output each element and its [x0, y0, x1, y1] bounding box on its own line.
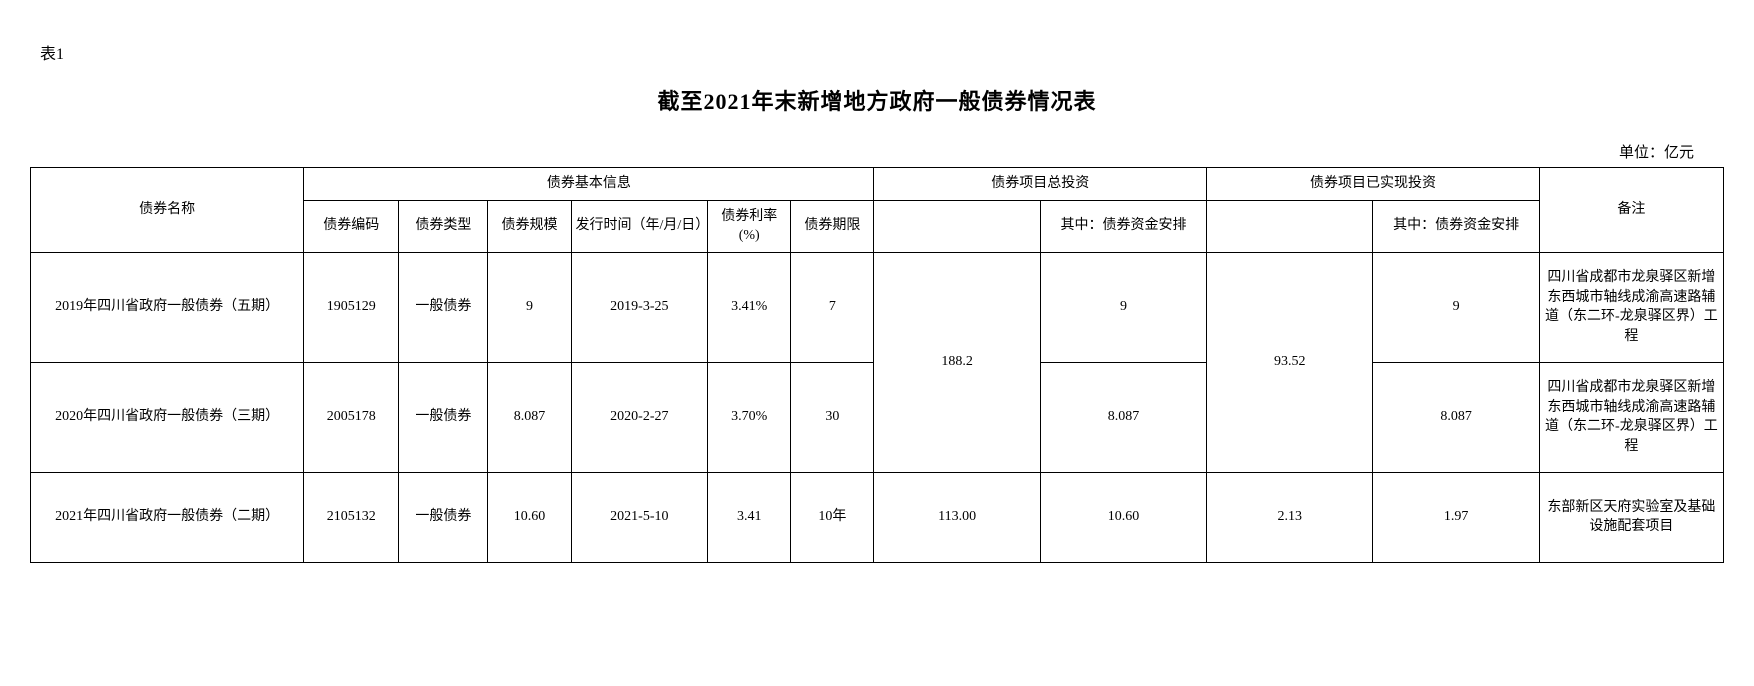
header-realized-sub: 其中：债券资金安排	[1373, 200, 1539, 252]
header-realized-invest: 债券项目已实现投资	[1207, 168, 1540, 201]
bond-table: 债券名称 债券基本信息 债券项目总投资 债券项目已实现投资 备注 债券编码 债券…	[30, 167, 1724, 563]
cell-fund-arrange: 8.087	[1040, 362, 1206, 472]
cell-name: 2020年四川省政府一般债券（三期）	[31, 362, 304, 472]
header-realized-empty	[1207, 200, 1373, 252]
header-bond-code: 债券编码	[304, 200, 399, 252]
cell-remark: 东部新区天府实验室及基础设施配套项目	[1539, 472, 1723, 562]
header-term: 债券期限	[791, 200, 874, 252]
cell-name: 2019年四川省政府一般债券（五期）	[31, 252, 304, 362]
cell-code: 1905129	[304, 252, 399, 362]
cell-term: 30	[791, 362, 874, 472]
cell-type: 一般债券	[399, 252, 488, 362]
cell-fund-arrange: 9	[1040, 252, 1206, 362]
cell-scale: 9	[488, 252, 571, 362]
cell-type: 一般债券	[399, 362, 488, 472]
cell-date: 2020-2-27	[571, 362, 708, 472]
unit-label: 单位：亿元	[30, 141, 1694, 162]
cell-scale: 10.60	[488, 472, 571, 562]
cell-rate: 3.41	[708, 472, 791, 562]
header-total-sub: 其中：债券资金安排	[1040, 200, 1206, 252]
page-title: 截至2021年末新增地方政府一般债券情况表	[30, 84, 1724, 116]
table-label: 表1	[40, 40, 1724, 64]
header-total-invest: 债券项目总投资	[874, 168, 1207, 201]
cell-total-invest: 188.2	[874, 252, 1040, 472]
header-remark: 备注	[1539, 168, 1723, 253]
cell-type: 一般债券	[399, 472, 488, 562]
cell-code: 2005178	[304, 362, 399, 472]
table-row: 2019年四川省政府一般债券（五期） 1905129 一般债券 9 2019-3…	[31, 252, 1724, 362]
cell-rate: 3.70%	[708, 362, 791, 472]
cell-fund-arrange: 10.60	[1040, 472, 1206, 562]
cell-realized-invest: 93.52	[1207, 252, 1373, 472]
cell-remark: 四川省成都市龙泉驿区新增东西城市轴线成渝高速路辅道（东二环-龙泉驿区界）工程	[1539, 252, 1723, 362]
header-issue-date: 发行时间（年/月/日）	[571, 200, 708, 252]
cell-rate: 3.41%	[708, 252, 791, 362]
cell-realized-fund: 9	[1373, 252, 1539, 362]
cell-term: 7	[791, 252, 874, 362]
cell-date: 2021-5-10	[571, 472, 708, 562]
cell-code: 2105132	[304, 472, 399, 562]
header-bond-name: 债券名称	[31, 168, 304, 253]
cell-total-invest: 113.00	[874, 472, 1040, 562]
header-basic-info: 债券基本信息	[304, 168, 874, 201]
cell-date: 2019-3-25	[571, 252, 708, 362]
table-row: 2021年四川省政府一般债券（二期） 2105132 一般债券 10.60 20…	[31, 472, 1724, 562]
cell-scale: 8.087	[488, 362, 571, 472]
cell-name: 2021年四川省政府一般债券（二期）	[31, 472, 304, 562]
cell-realized-fund: 8.087	[1373, 362, 1539, 472]
header-bond-scale: 债券规模	[488, 200, 571, 252]
header-bond-type: 债券类型	[399, 200, 488, 252]
cell-remark: 四川省成都市龙泉驿区新增东西城市轴线成渝高速路辅道（东二环-龙泉驿区界）工程	[1539, 362, 1723, 472]
header-total-empty	[874, 200, 1040, 252]
cell-term: 10年	[791, 472, 874, 562]
header-rate: 债券利率(%)	[708, 200, 791, 252]
header-row-1: 债券名称 债券基本信息 债券项目总投资 债券项目已实现投资 备注	[31, 168, 1724, 201]
cell-realized-fund: 1.97	[1373, 472, 1539, 562]
cell-realized-invest: 2.13	[1207, 472, 1373, 562]
